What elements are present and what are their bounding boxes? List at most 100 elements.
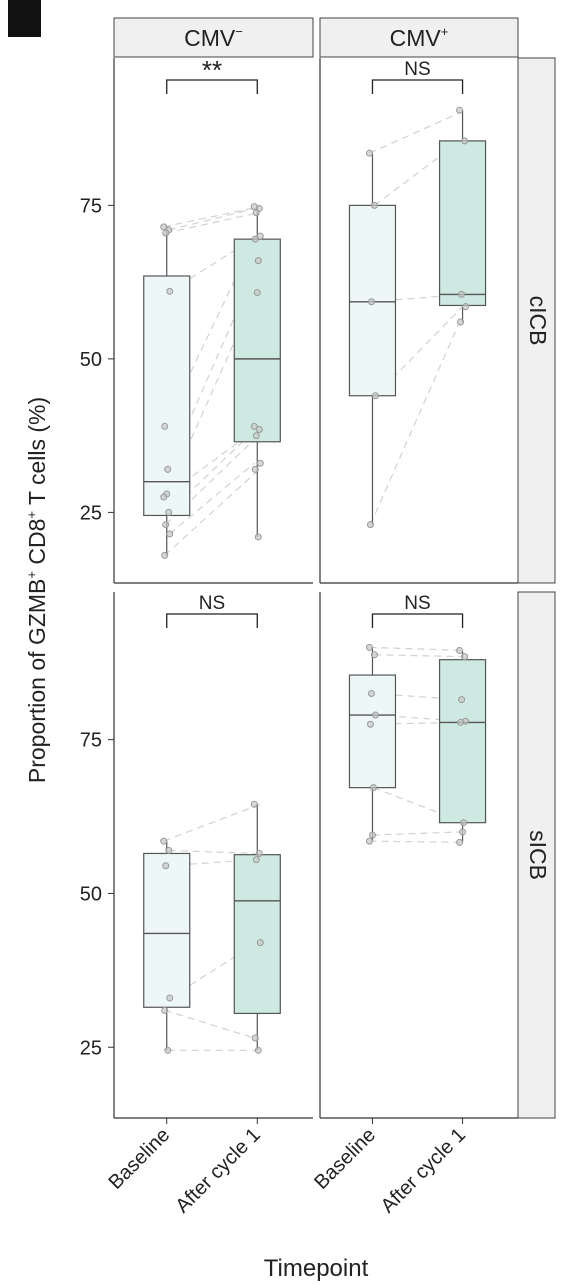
paired-line <box>165 212 259 234</box>
significance-bracket <box>371 79 464 94</box>
paired-line <box>369 321 461 525</box>
y-tick-label: 50 <box>80 883 102 905</box>
y-axis-title: Proportion of GZMB+ CD8+ T cells (%) <box>24 397 50 783</box>
data-point <box>256 232 264 240</box>
data-point <box>165 846 173 854</box>
data-point <box>161 1006 169 1014</box>
column-strip <box>113 17 314 58</box>
baseline-box <box>143 275 191 517</box>
row-strip-label: cICB <box>525 296 551 346</box>
paired-line <box>168 207 256 231</box>
after-box <box>438 659 487 824</box>
paired-line <box>375 306 463 397</box>
data-point <box>166 530 174 538</box>
data-point <box>457 318 465 326</box>
data-point <box>162 521 170 529</box>
data-point <box>458 290 466 298</box>
data-point <box>255 849 263 857</box>
significance-bracket <box>166 79 258 94</box>
data-point <box>250 422 258 430</box>
data-point <box>459 828 467 836</box>
data-point <box>369 784 377 792</box>
data-point <box>456 106 464 114</box>
data-point <box>367 298 375 306</box>
data-point <box>164 465 172 473</box>
significance-label: ** <box>202 55 222 85</box>
data-point <box>160 493 168 501</box>
data-point <box>253 289 261 297</box>
data-point <box>251 235 259 243</box>
paired-line <box>374 654 461 658</box>
after-box <box>233 238 281 443</box>
data-point <box>162 862 170 870</box>
data-point <box>460 819 468 827</box>
data-point <box>251 465 259 473</box>
data-point <box>162 229 170 237</box>
paired-line <box>165 435 259 526</box>
column-strip-label: CMV+ <box>390 24 449 51</box>
data-point <box>166 287 174 295</box>
data-point <box>161 551 169 559</box>
x-tick-label: Baseline <box>310 1124 380 1194</box>
row-strip <box>517 57 556 584</box>
significance-bracket <box>166 613 258 628</box>
data-point <box>251 1034 259 1042</box>
baseline-box <box>348 204 397 397</box>
paired-line <box>369 646 466 652</box>
strip-label-sup: + <box>441 24 449 39</box>
paired-line <box>164 1009 255 1039</box>
significance-bracket <box>371 613 464 628</box>
y-tick-label: 25 <box>80 1037 102 1059</box>
strip-label-base: CMV <box>390 25 442 51</box>
paired-line <box>169 462 255 535</box>
data-point <box>366 521 374 529</box>
after-box <box>233 854 281 1015</box>
data-point <box>368 831 376 839</box>
significance-label: NS <box>199 593 225 614</box>
column-strip-label: CMV− <box>184 24 243 51</box>
data-point <box>371 392 379 400</box>
paired-line <box>163 206 261 228</box>
baseline-box <box>143 852 191 1008</box>
data-point <box>166 994 174 1002</box>
y-title-part: T cells (%) <box>24 397 50 511</box>
y-title-sup: + <box>24 571 39 579</box>
data-point <box>370 201 378 209</box>
strip-label-sup: − <box>235 24 243 39</box>
data-point <box>457 718 465 726</box>
data-point <box>366 720 374 728</box>
data-point <box>370 651 378 659</box>
row-strip-label: sICB <box>525 830 551 880</box>
data-point <box>160 837 168 845</box>
data-point <box>256 939 264 947</box>
y-tick-label: 25 <box>80 502 102 524</box>
x-tick-label: Baseline <box>104 1124 174 1194</box>
x-tick-label: After cycle 1 <box>377 1124 470 1217</box>
data-point <box>458 696 466 704</box>
paired-line <box>168 429 256 513</box>
data-point <box>252 209 260 217</box>
significance-label: NS <box>404 59 430 80</box>
paired-line <box>372 831 462 836</box>
data-point <box>461 653 469 661</box>
data-point <box>250 800 258 808</box>
data-point <box>461 137 469 145</box>
data-point <box>255 425 263 433</box>
strip-label-base: CMV <box>184 25 236 51</box>
significance-label: NS <box>404 593 430 614</box>
panel-label-block <box>8 0 41 37</box>
paired-line <box>164 468 260 556</box>
data-point <box>254 257 262 265</box>
y-tick-label: 50 <box>80 349 102 371</box>
paired-line <box>168 849 256 855</box>
data-point <box>456 646 464 654</box>
data-point <box>462 303 470 311</box>
data-point <box>365 837 373 845</box>
y-title-sup: + <box>24 511 39 519</box>
x-tick-label: After cycle 1 <box>171 1124 264 1217</box>
data-point <box>252 856 260 864</box>
x-axis-title: Timepoint <box>264 1255 369 1282</box>
data-point <box>160 223 168 231</box>
data-point <box>456 838 464 846</box>
y-title-part: Proportion of GZMB <box>24 579 50 784</box>
